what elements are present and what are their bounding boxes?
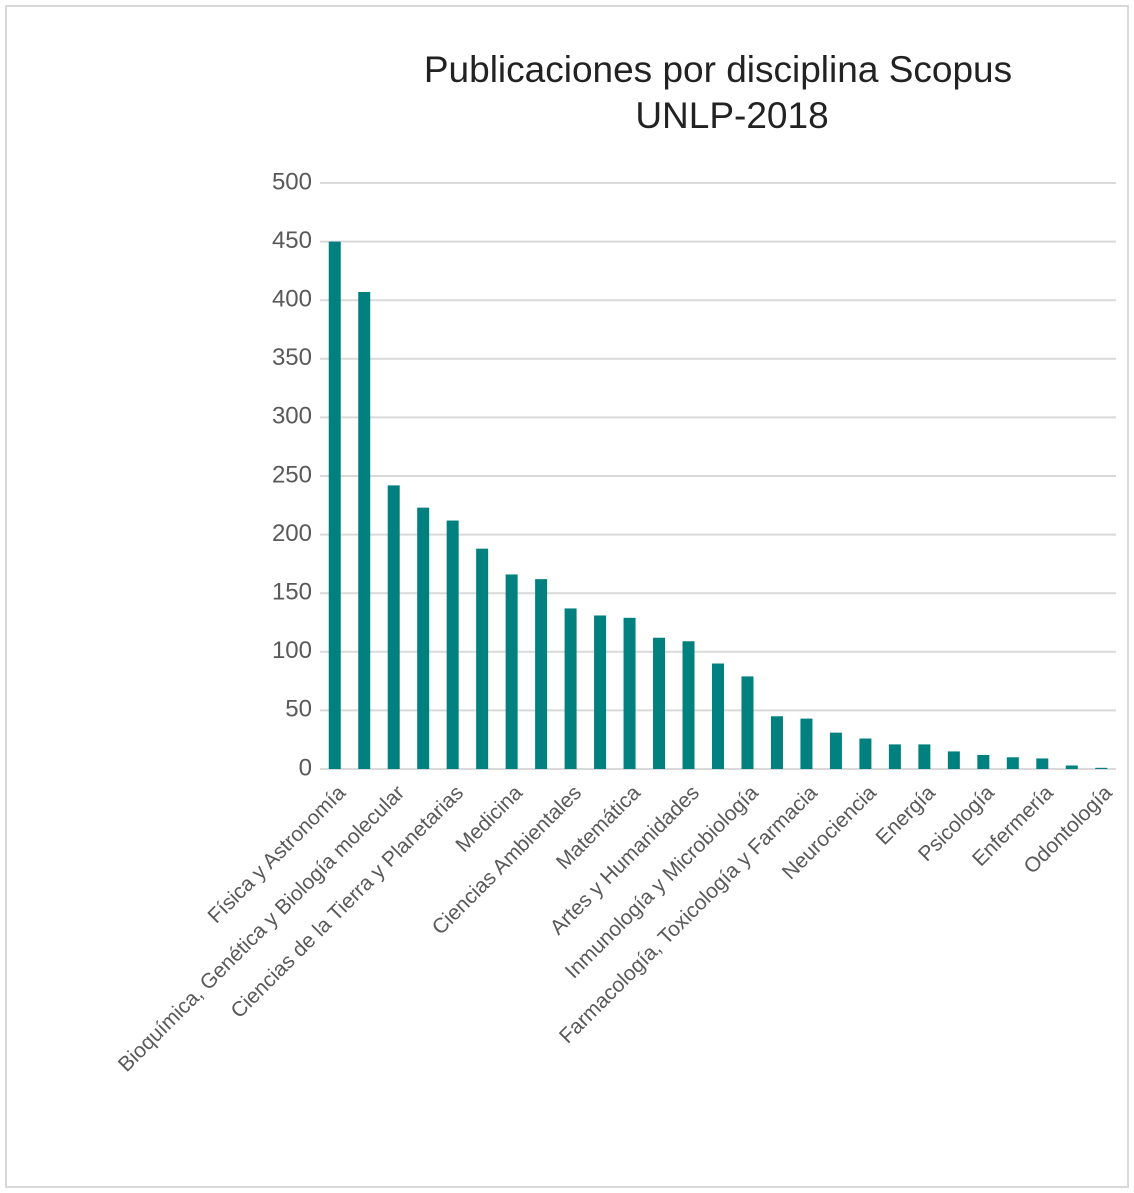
y-tick-label: 100 — [272, 637, 312, 664]
bar — [328, 241, 341, 770]
bar — [358, 291, 371, 769]
y-tick-label: 0 — [299, 754, 312, 781]
bar — [712, 663, 724, 769]
bar — [564, 608, 577, 769]
bar — [741, 676, 754, 769]
bar — [594, 615, 607, 769]
bar — [446, 520, 459, 769]
y-tick-label: 350 — [272, 344, 312, 371]
bar — [947, 751, 960, 769]
bar — [623, 617, 636, 769]
bar — [977, 754, 990, 769]
bar — [505, 574, 518, 769]
bar — [1036, 758, 1049, 769]
y-tick-label: 450 — [272, 227, 312, 254]
bar — [476, 548, 489, 769]
y-tick-label: 400 — [272, 286, 312, 313]
bar — [859, 738, 872, 769]
y-tick-label: 250 — [272, 461, 312, 488]
bar — [387, 485, 400, 769]
bar — [1065, 765, 1078, 769]
bar — [535, 579, 548, 769]
bar — [682, 641, 695, 769]
bar — [770, 716, 783, 769]
bar — [1095, 767, 1108, 769]
y-tick-label: 300 — [272, 403, 312, 430]
bar — [829, 732, 842, 769]
y-tick-label: 50 — [285, 696, 312, 723]
bar — [888, 744, 901, 769]
y-tick-label: 150 — [272, 579, 312, 606]
bar — [653, 637, 666, 769]
bar — [800, 718, 813, 769]
bar — [417, 507, 430, 769]
y-tick-label: 200 — [272, 520, 312, 547]
bar — [918, 744, 931, 769]
chart-frame — [5, 5, 1129, 1188]
bar — [1006, 757, 1019, 769]
chart-title: UNLP-2018 — [635, 95, 828, 136]
y-tick-label: 500 — [272, 168, 312, 195]
chart-title: Publicaciones por disciplina Scopus — [424, 49, 1012, 90]
